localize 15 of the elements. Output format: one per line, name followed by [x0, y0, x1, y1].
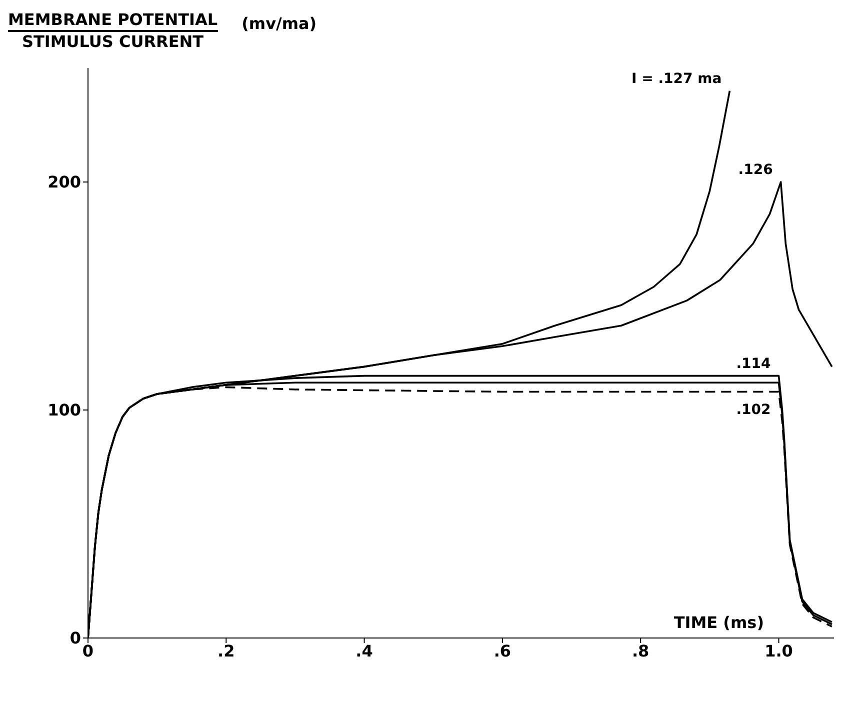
x-tick-label: 1.0 [764, 641, 793, 660]
x-tick-label: .6 [494, 641, 512, 660]
y-tick-label: 200 [48, 172, 81, 192]
text: MEMBRANE POTENTIAL STIMULUS CURRENT (mv/ma) [8, 10, 317, 51]
x-tick-label: .8 [632, 641, 650, 660]
y-tick-label: 100 [48, 400, 81, 420]
series-label: I = .127 ma [632, 70, 722, 87]
series-label: .102 [736, 402, 771, 418]
x-tick-label: .4 [356, 641, 373, 660]
x-tick-label: .2 [218, 641, 235, 660]
series-label: .126 [738, 162, 773, 178]
y-tick-label: 0 [70, 628, 81, 648]
x-tick-label: 0 [82, 641, 94, 660]
series-label: .114 [736, 356, 771, 372]
x-axis-title: TIME (ms) [674, 613, 764, 632]
